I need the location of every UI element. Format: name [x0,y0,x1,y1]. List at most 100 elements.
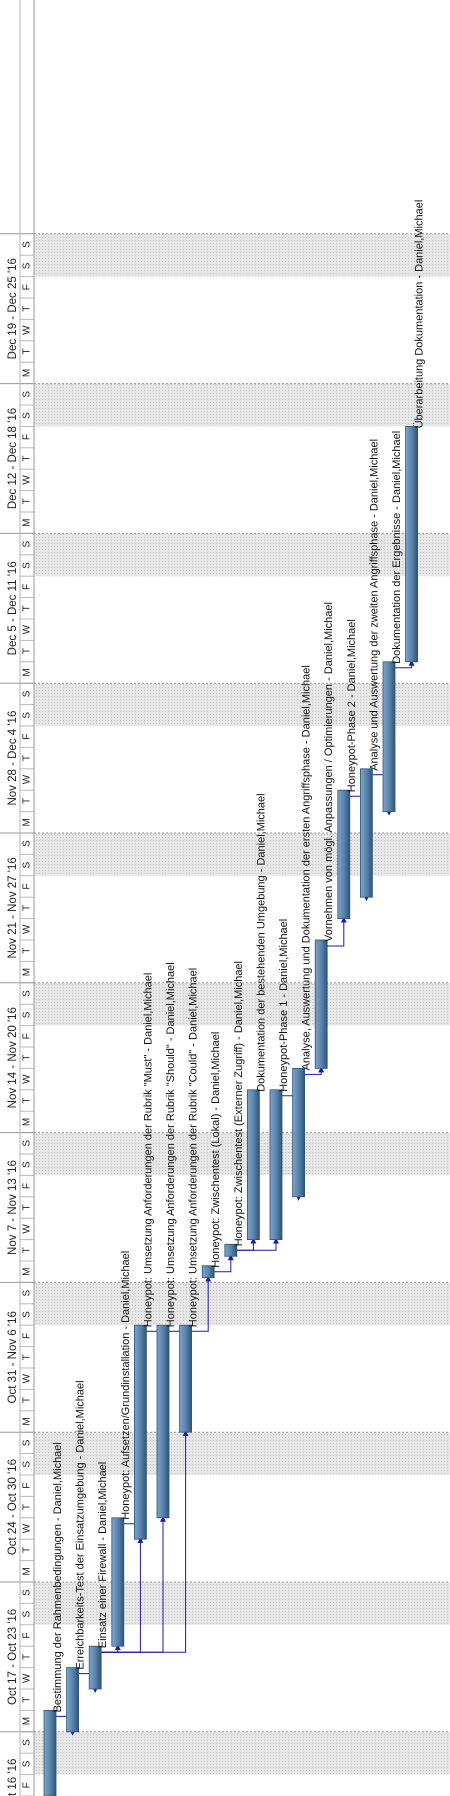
week-label: Dec 12 - Dec 18 '16 [7,408,19,509]
weekday-label: T [22,1204,33,1210]
weekday-label: W [22,1074,33,1084]
task-label: Honeypot: Zwischentest (Lokal) - Daniel,… [210,1032,222,1268]
weekday-label: S [22,1461,33,1468]
weekday-label: T [22,905,33,911]
weekday-label: W [22,1523,33,1533]
weekday-label: W [22,1673,33,1683]
weekday-label: S [22,861,33,868]
task-label: Honeypot: Umsetzung Anforderungen der Ru… [165,962,177,1327]
task-label: Erreichbarkeits-Test der Einsatzumgebung… [75,1380,87,1669]
task-label: Dokumentation der Ergebnisse - Daniel,Mi… [391,431,403,664]
task-bar [359,768,373,898]
dependency-link [327,916,347,947]
week-label: Dec 5 - Dec 11 '16 [7,561,19,655]
weekday-label: S [22,690,33,697]
weekday-label: W [22,774,33,784]
weekday-label: M [22,1268,33,1276]
weekend-band [34,1303,450,1326]
weekend-band [34,533,450,555]
task-bar [337,789,351,920]
weekday-label: S [22,241,33,248]
weekend-band [34,383,450,405]
task-label: Analyse, Auswertung und Dokumentation de… [301,665,313,1070]
weekday-label: T [22,498,33,504]
weekday-label: T [22,648,33,654]
task-bar [382,661,396,812]
weekend-band [34,255,450,277]
weekend-band [34,683,450,705]
weekend-band [34,1603,450,1625]
task-bar [179,1324,193,1433]
weekday-label: F [22,1483,33,1489]
weekday-label: F [22,434,33,440]
weekend-band [34,1582,450,1604]
weekday-label: T [22,455,33,461]
task-label: Honeypot-Phase 2 - Daniel,Michael [346,619,358,792]
weekday-label: S [22,1161,33,1168]
weekend-band [34,833,450,855]
task-label: Honeypot: Zwischentest (Externer Zugriff… [233,961,245,1246]
task-label: Analyse und Auswertung der zweiten Angri… [368,439,380,771]
weekday-label: M [22,818,33,826]
weekday-label: T [22,1547,33,1553]
dependency-link [395,659,415,669]
week-label: Dec 19 - Dec 25 '16 [7,258,19,359]
task-bar [246,1089,260,1241]
task-bar [156,1324,170,1519]
weekday-label: W [22,1224,33,1234]
weekday-label: S [22,391,33,398]
weekday-label: W [22,1373,33,1383]
task-bar [314,939,328,1069]
weekend-band [34,982,450,1005]
weekday-label: T [22,798,33,804]
task-bar [43,1710,57,1796]
task-label: Honeypot-Phase 1 - Daniel,Michael [278,919,290,1092]
weekend-band [34,1004,450,1026]
week-label: Nov 7 - Nov 13 '16 [7,1160,19,1255]
weekday-label: S [22,1760,33,1767]
weekday-label: T [22,1247,33,1253]
weekend-band [34,1154,450,1176]
dependency-link [304,1066,325,1075]
weekday-label: S [22,1289,33,1296]
dependency-link [101,1430,189,1653]
weekday-label: F [22,1632,33,1638]
weekend-band [34,554,450,577]
weekday-label: T [22,1654,33,1660]
weekend-band [34,1432,450,1454]
task-bar [292,1068,306,1198]
weekday-label: F [22,883,33,889]
task-bar [66,1667,79,1733]
weekend-band [34,233,450,256]
weekday-label: S [22,562,33,569]
task-bar [201,1265,215,1279]
task-label: Einsatz einer Firewall - Daniel,Michael [97,1462,109,1648]
weekday-label: F [22,1033,33,1039]
task-label: Dokumentation der bestehenden Umgebung -… [255,793,267,1091]
weekday-label: T [22,1055,33,1061]
weekday-label: W [22,624,33,634]
weekday-label: M [22,968,33,976]
task-bars [43,425,419,1796]
weekday-label: T [22,1504,33,1510]
weekday-label: W [22,325,33,335]
weekday-label: T [22,348,33,354]
weekday-label: S [22,412,33,419]
task-bar [224,1243,238,1257]
task-label: Bestimmung der Rahmenbedingungen - Danie… [52,1442,64,1712]
weekday-label: F [22,584,33,590]
weekday-label: M [22,1567,33,1575]
task-label: Honeypot: Umsetzung Anforderungen der Ru… [142,973,154,1327]
weekday-label: M [22,1118,33,1126]
weekday-label: M [22,1717,33,1725]
week-label: Nov 28 - Dec 4 '16 [7,711,19,806]
task-bar [88,1645,102,1690]
weekend-shading [34,233,450,1775]
weekday-label: T [22,1697,33,1703]
weekday-label: S [22,1140,33,1147]
week-label: Nov 21 - Nov 27 '16 [7,857,19,958]
weekend-band [34,1731,450,1754]
weekday-label: T [22,755,33,761]
